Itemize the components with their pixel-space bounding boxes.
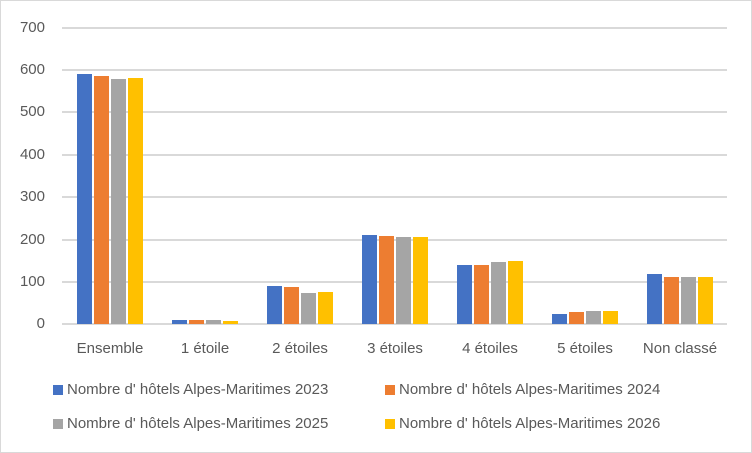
- bar: [697, 276, 713, 325]
- bar: [663, 276, 679, 325]
- x-tick-label: 1 étoile: [180, 340, 230, 357]
- bar: [585, 311, 601, 325]
- y-tick-label: 300: [19, 188, 45, 206]
- bar: [646, 273, 662, 325]
- bar: [361, 234, 377, 325]
- bar: [127, 77, 143, 325]
- bar: [456, 264, 472, 325]
- bar: [266, 286, 282, 325]
- bar: [568, 312, 584, 325]
- bar: [551, 313, 567, 325]
- bar: [205, 320, 221, 325]
- bar: [317, 291, 333, 325]
- bar: [188, 320, 204, 325]
- x-tick-label: Non classé: [642, 340, 718, 357]
- x-tick-label: Ensemble: [76, 340, 144, 357]
- gridline: [62, 69, 727, 72]
- x-tick-label: 4 étoiles: [462, 340, 518, 357]
- bar: [378, 235, 394, 325]
- y-tick-label: 600: [19, 61, 45, 79]
- y-tick-label: 0: [36, 315, 45, 333]
- legend-swatch-icon: [53, 418, 63, 429]
- y-tick-label: 500: [19, 103, 45, 121]
- bar: [76, 74, 92, 325]
- bar: [171, 320, 187, 325]
- y-tick-label: 400: [19, 145, 45, 163]
- legend-item: Nombre d' hôtels Alpes-Maritimes 2024: [385, 381, 660, 398]
- x-tick-label: 3 étoiles: [367, 340, 423, 357]
- gridline: [62, 26, 727, 29]
- gridline: [62, 238, 727, 241]
- legend-swatch-icon: [385, 384, 395, 395]
- gridline: [62, 111, 727, 114]
- y-tick-label: 700: [19, 18, 45, 36]
- bar: [222, 320, 238, 325]
- x-tick-label: 5 étoiles: [557, 340, 613, 357]
- y-tick-label: 200: [19, 230, 45, 248]
- bar: [473, 264, 489, 325]
- bar: [300, 292, 316, 325]
- gridline: [62, 280, 727, 283]
- legend-label: Nombre d' hôtels Alpes-Maritimes 2025: [67, 415, 329, 432]
- gridline: [62, 196, 727, 199]
- legend-item: Nombre d' hôtels Alpes-Maritimes 2026: [385, 415, 660, 432]
- gridline: [62, 153, 727, 156]
- bar: [395, 237, 411, 325]
- legend-swatch-icon: [53, 384, 63, 395]
- legend-label: Nombre d' hôtels Alpes-Maritimes 2026: [399, 415, 661, 432]
- legend-item: Nombre d' hôtels Alpes-Maritimes 2023: [53, 381, 328, 398]
- bar: [110, 78, 126, 325]
- bar: [283, 287, 299, 325]
- bar: [490, 262, 506, 325]
- bar: [507, 260, 523, 325]
- bar: [602, 311, 618, 325]
- bar: [93, 76, 109, 325]
- legend-item: Nombre d' hôtels Alpes-Maritimes 2025: [53, 415, 328, 432]
- legend-label: Nombre d' hôtels Alpes-Maritimes 2023: [67, 381, 329, 398]
- legend-label: Nombre d' hôtels Alpes-Maritimes 2024: [399, 381, 661, 398]
- y-tick-label: 100: [19, 272, 45, 290]
- legend-swatch-icon: [385, 418, 395, 429]
- x-tick-label: 2 étoiles: [272, 340, 328, 357]
- bar: [680, 276, 696, 325]
- bar: [412, 237, 428, 325]
- gridline: [62, 323, 727, 326]
